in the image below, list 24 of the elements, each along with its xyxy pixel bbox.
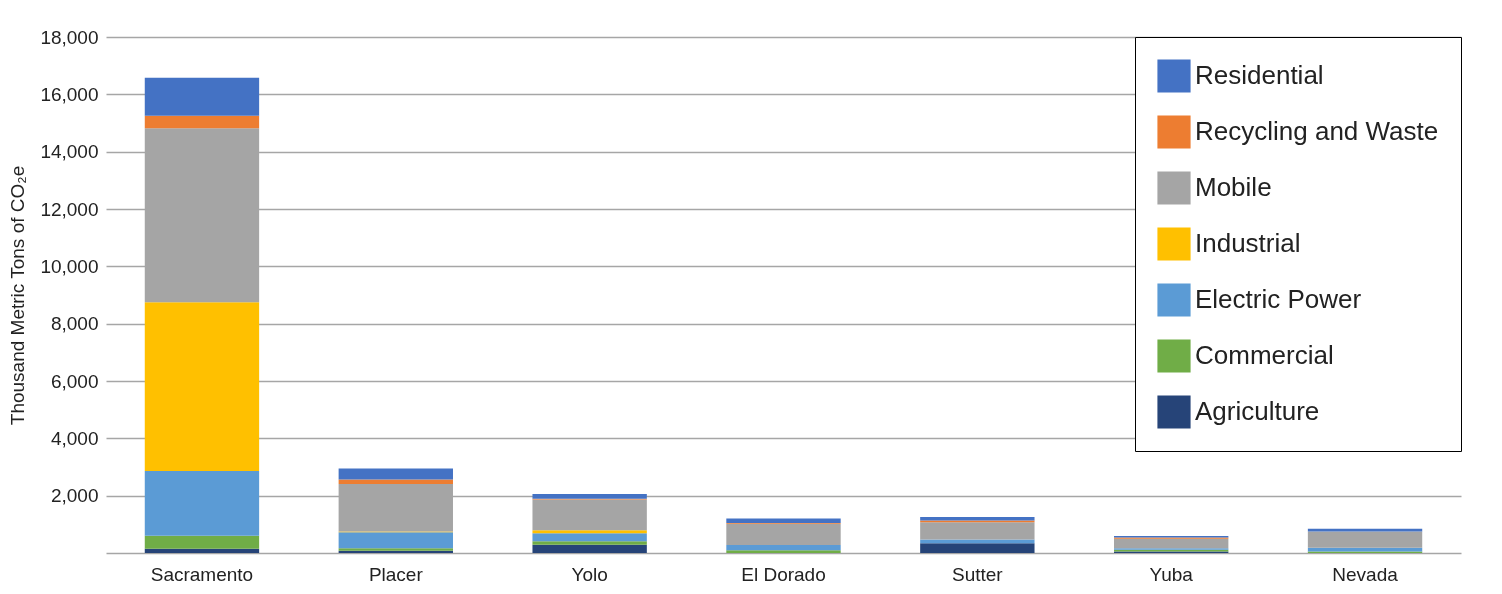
legend-label: Residential [1195,60,1324,90]
y-tick-label: 8,000 [50,313,99,335]
legend-label: Industrial [1195,228,1301,258]
y-tick-label: 16,000 [40,83,99,105]
x-tick-label: Placer [368,563,424,585]
x-tick-label: Nevada [1332,563,1399,585]
y-axis-title: Thousand Metric Tons of CO₂e [7,165,29,426]
legend-label: Recycling and Waste [1195,116,1439,146]
y-tick-label: 14,000 [40,141,99,163]
x-tick-label: Yuba [1149,563,1194,585]
y-tick-label: 12,000 [40,198,99,220]
y-tick-label: 10,000 [40,255,99,277]
legend-label: Agriculture [1195,396,1320,426]
y-tick-label: 2,000 [50,485,99,507]
x-tick-label: El Dorado [741,563,826,585]
y-tick-label: 18,000 [40,26,99,48]
legend-label: Mobile [1195,172,1272,202]
x-tick-label: Sutter [952,563,1004,585]
x-tick-label: Sacramento [150,563,254,585]
legend-label: Commercial [1195,340,1334,370]
y-tick-label: 4,000 [50,427,99,449]
y-tick-label: 6,000 [50,370,99,392]
legend-label: Electric Power [1195,284,1362,314]
x-tick-label: Yolo [571,563,608,585]
